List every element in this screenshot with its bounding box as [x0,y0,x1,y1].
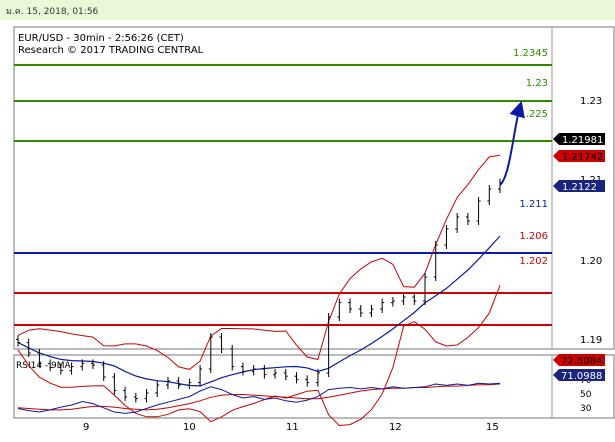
badge-shape [553,180,605,192]
rsi-line [17,382,501,414]
rsi-title: RSI14 - 9MA [16,361,72,371]
rsi-badge-red: 72.5084 [553,354,605,367]
badge-shape [553,150,605,162]
x-tick-label: 10 [183,422,196,433]
bollinger-bands [17,154,501,427]
y-tick-label: 1.20 [580,256,602,267]
chart-title: EUR/USD - 30min - 2:56:26 (CET) [18,33,184,44]
badge-text: 1.21981 [562,135,603,146]
chart-subtitle: Research © 2017 TRADING CENTRAL [18,45,204,56]
price-badge-last: 1.21981 [553,133,605,146]
x-tick-label: 15 [486,422,499,433]
badge-shape [553,369,605,381]
bollinger-lower [17,285,501,427]
badge-text: 1.2122 [562,182,597,193]
y-tick-label: 1.23 [580,96,602,107]
badge-text: 71.0988 [561,371,602,382]
main-plot-frame [13,26,615,350]
price-badge-red: 1.21742 [553,150,605,163]
x-tick-label: 9 [83,422,89,433]
moving-average-line [17,235,501,387]
projection-arrow [499,100,525,186]
x-tick-label: 12 [389,422,402,433]
price-badge-blue: 1.2122 [553,180,605,193]
y-tick-label: 1.19 [580,335,602,346]
rsi-tick-label: 30 [580,404,592,414]
level-label: 1.206 [519,231,548,242]
x-tick-label: 11 [286,422,299,433]
rsi-lines [17,382,501,414]
level-label: 1.2345 [513,48,548,59]
level-lines [14,64,552,326]
level-label: 1.23 [526,78,548,89]
level-label: 1.225 [519,109,548,120]
badge-shape [553,354,605,366]
level-label: 1.211 [519,199,548,210]
rsi-tick-label: 50 [580,390,592,400]
level-label: 1.202 [519,256,548,267]
badge-shape [553,133,605,145]
timestamp-bar: ม.ค. 15, 2018, 01:56 [0,0,615,20]
bollinger-upper [17,154,501,370]
badge-text: 1.21742 [562,152,603,163]
rsi-badge-blue: 71.0988 [553,369,605,382]
timestamp: ม.ค. 15, 2018, 01:56 [6,7,99,17]
badge-text: 72.5084 [561,356,602,367]
candles [16,178,502,403]
